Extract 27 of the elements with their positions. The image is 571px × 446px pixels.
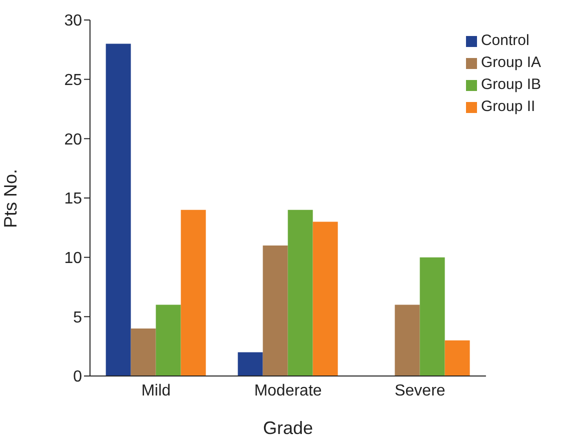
y-tick-label: 10 bbox=[64, 250, 82, 268]
x-tick-label: Moderate bbox=[254, 382, 322, 400]
legend-label: Group IA bbox=[480, 54, 541, 71]
bar bbox=[288, 210, 313, 376]
y-tick-label: 0 bbox=[73, 368, 82, 386]
legend-label: Group II bbox=[480, 98, 536, 115]
x-tick-label: Severe bbox=[394, 382, 446, 400]
bar bbox=[262, 245, 288, 376]
bar bbox=[180, 210, 206, 376]
y-tick-label: 30 bbox=[64, 12, 82, 30]
bar bbox=[420, 257, 445, 376]
y-tick-label: 25 bbox=[64, 72, 82, 90]
legend-label: Group IB bbox=[480, 76, 541, 93]
bar bbox=[130, 328, 156, 376]
bar bbox=[238, 352, 263, 376]
legend-label: Control bbox=[480, 32, 530, 49]
y-tick-label: 15 bbox=[64, 190, 82, 208]
bar bbox=[106, 44, 131, 376]
x-tick-label: Mild bbox=[141, 382, 171, 400]
y-axis-title: Pts No. bbox=[0, 168, 20, 228]
y-tick-label: 5 bbox=[73, 309, 82, 326]
bar bbox=[394, 304, 420, 376]
x-axis-title: Grade bbox=[262, 418, 313, 438]
bar bbox=[444, 340, 470, 376]
bar bbox=[312, 222, 338, 376]
y-tick-label: 20 bbox=[64, 131, 82, 148]
bar bbox=[156, 304, 181, 376]
